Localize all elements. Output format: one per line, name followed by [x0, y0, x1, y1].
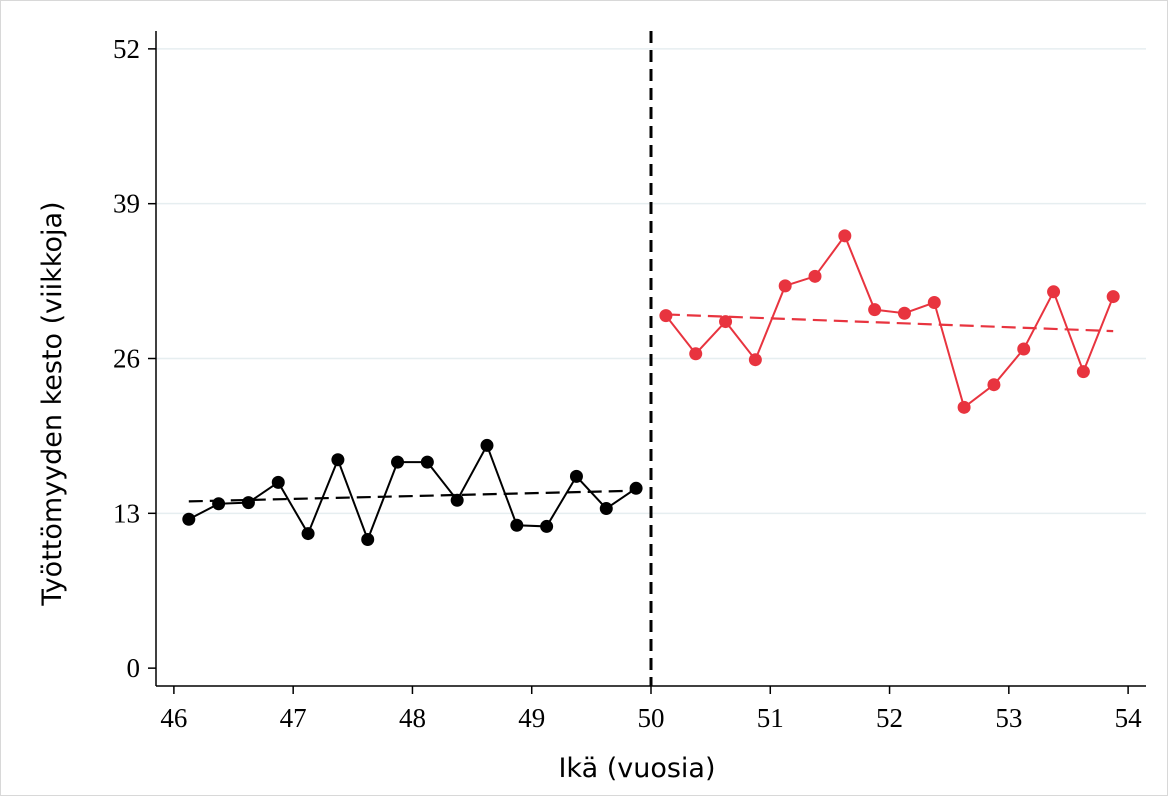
y-tick-label: 26 [113, 344, 140, 374]
x-tick-label: 51 [757, 703, 784, 733]
y-tick-label: 52 [113, 34, 140, 64]
y-tick-label: 13 [113, 498, 140, 528]
series-1 [182, 438, 643, 547]
tick-labels: 0 13 26 39 52 46 47 48 49 50 51 52 53 54 [113, 34, 1142, 733]
y-tick-label: 0 [127, 653, 141, 683]
data-point [450, 493, 464, 507]
data-point [212, 497, 226, 511]
data-point [659, 309, 673, 323]
trend-line [188, 489, 637, 503]
x-tick-label: 53 [995, 703, 1022, 733]
data-point [629, 481, 643, 495]
data-point [689, 347, 703, 361]
data-point [808, 269, 822, 283]
x-tick-label: 47 [280, 703, 307, 733]
data-point [391, 455, 405, 469]
data-series [182, 229, 1120, 547]
series-line [665, 233, 1115, 410]
data-point [987, 378, 1001, 392]
data-point [957, 400, 971, 414]
data-point [778, 279, 792, 293]
data-point [838, 229, 852, 243]
x-axis-label: Ikä (vuosia) [558, 753, 715, 784]
x-tick-label: 50 [638, 703, 665, 733]
data-point [540, 519, 554, 533]
data-point [927, 296, 941, 310]
data-point [1106, 290, 1120, 304]
axes [148, 31, 1146, 694]
x-tick-label: 49 [518, 703, 545, 733]
data-point [241, 496, 255, 510]
data-point [868, 303, 882, 317]
data-point [361, 533, 375, 547]
data-point [748, 353, 762, 367]
x-tick-label: 54 [1115, 703, 1143, 733]
data-point [182, 512, 196, 526]
x-tick-label: 48 [399, 703, 426, 733]
y-tick-label: 39 [113, 189, 140, 219]
series-line [188, 443, 637, 543]
data-point [1076, 365, 1090, 379]
data-point [301, 527, 315, 541]
data-point [510, 518, 524, 532]
data-point [1017, 342, 1031, 356]
data-point [1047, 285, 1061, 299]
data-point [271, 475, 285, 489]
data-point [569, 469, 583, 483]
data-point [420, 455, 434, 469]
data-point [331, 453, 345, 467]
data-point [599, 502, 613, 516]
data-point [897, 306, 911, 320]
trend-line [665, 313, 1114, 333]
data-point [719, 315, 733, 329]
x-tick-label: 52 [876, 703, 903, 733]
x-tick-label: 46 [160, 703, 187, 733]
y-axis-label: Työttömyyden kesto (viikkoja) [37, 201, 68, 606]
series-2 [659, 229, 1120, 414]
data-point [480, 438, 494, 452]
